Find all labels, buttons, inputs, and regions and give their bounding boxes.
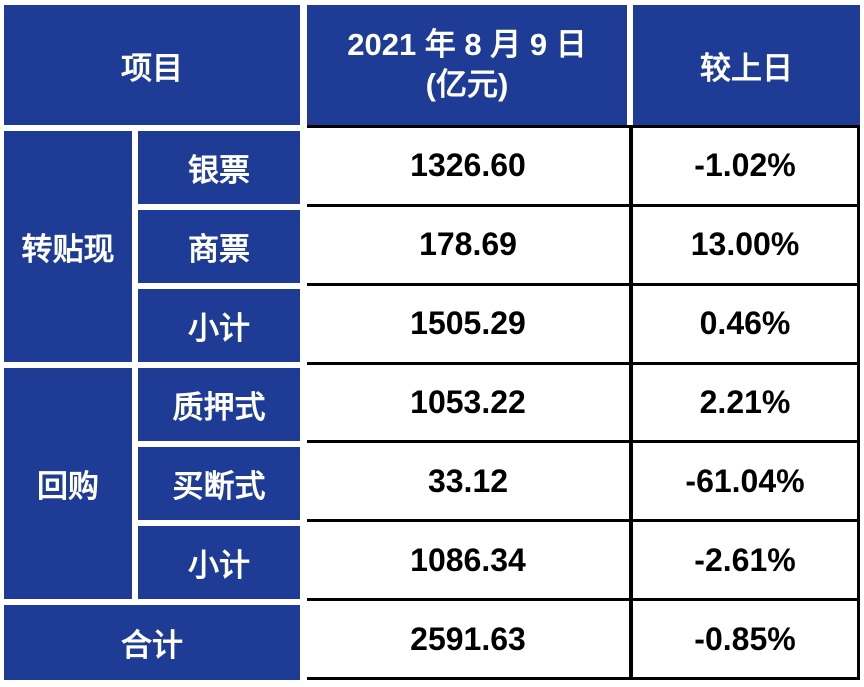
total-label: 合计 (4, 605, 300, 680)
table-grid: 项目 2021 年 8 月 9 日 (亿元) 较上日 转贴现 银票 商票 小计 … (4, 5, 860, 680)
change-cell: -0.85% (694, 620, 796, 657)
table-row-total: 2591.63 -0.85% (307, 601, 857, 678)
row-label-subtotal-2: 小计 (138, 526, 300, 599)
header-date-unit: (亿元) (425, 67, 509, 102)
table-row: 1086.34 -2.61% (307, 522, 857, 602)
group-label-rediscount: 转贴现 (4, 131, 132, 362)
row-label-subtotal-1: 小计 (138, 289, 300, 362)
change-cell: -2.61% (694, 541, 796, 578)
value-cell: 178.69 (307, 206, 633, 283)
row-label-outright: 买断式 (138, 447, 300, 520)
header-change: 较上日 (633, 5, 860, 125)
table-row: 33.12 -61.04% (307, 443, 857, 523)
header-project: 项目 (4, 5, 300, 125)
value-cell: 2591.63 (307, 601, 633, 678)
data-section: 1326.60 -1.02% 178.69 13.00% 1505.29 0.4… (307, 125, 860, 680)
table-row: 178.69 13.00% (307, 206, 857, 286)
table-row: 1326.60 -1.02% (307, 128, 857, 207)
header-date: 2021 年 8 月 9 日 (亿元) (307, 5, 627, 125)
change-cell: -61.04% (685, 462, 805, 499)
change-cell: -1.02% (694, 147, 796, 184)
row-label-commercial-bills: 商票 (138, 210, 300, 283)
change-cell: 0.46% (699, 305, 791, 342)
table-row: 1505.29 0.46% (307, 285, 857, 365)
header-date-line1: 2021 年 8 月 9 日 (347, 27, 587, 62)
row-label-pledged: 质押式 (138, 368, 300, 441)
table-row: 1053.22 2.21% (307, 364, 857, 444)
value-cell: 1053.22 (307, 364, 633, 441)
value-cell: 33.12 (307, 443, 633, 520)
group-label-repo: 回购 (4, 368, 132, 599)
change-cell: 13.00% (690, 226, 800, 263)
change-cell: 2.21% (699, 384, 791, 420)
value-cell: 1505.29 (307, 285, 633, 362)
value-cell: 1086.34 (307, 522, 633, 599)
row-label-bank-bills: 银票 (138, 131, 300, 204)
value-cell: 1326.60 (307, 128, 633, 204)
